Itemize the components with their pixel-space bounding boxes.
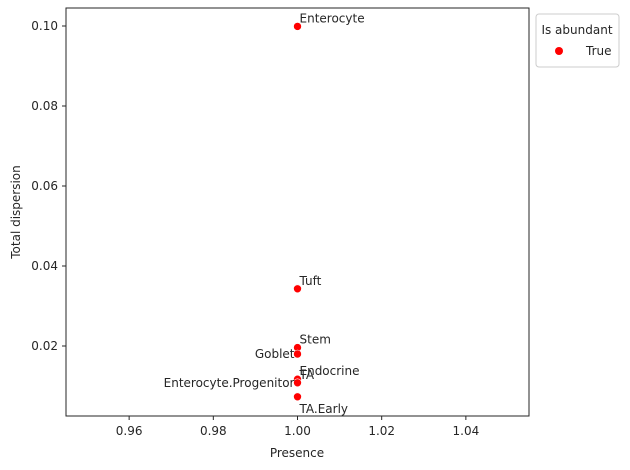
data-point <box>293 349 302 359</box>
y-tick-label: 0.08 <box>31 99 58 113</box>
point-label: Tuft <box>299 274 322 288</box>
point-label: Endocrine <box>300 364 360 378</box>
x-tick-label: 1.04 <box>453 424 480 438</box>
data-point <box>293 284 302 294</box>
legend-title: Is abundant <box>541 23 612 37</box>
y-axis-label: Total dispersion <box>9 165 23 260</box>
legend-entry-label: True <box>585 44 612 58</box>
y-axis-ticks: 0.02 0.04 0.06 0.08 0.10 <box>31 19 66 353</box>
y-tick-label: 0.02 <box>31 339 58 353</box>
y-tick-label: 0.10 <box>31 19 58 33</box>
data-points <box>293 22 302 402</box>
point-label: Goblet <box>255 347 295 361</box>
x-tick-label: 0.96 <box>116 424 143 438</box>
data-point <box>293 392 302 402</box>
x-tick-label: 1.02 <box>368 424 395 438</box>
x-tick-label: 0.98 <box>200 424 227 438</box>
legend: Is abundant True <box>535 13 620 68</box>
y-tick-label: 0.04 <box>31 259 58 273</box>
data-point <box>293 378 302 388</box>
point-label: Enterocyte <box>300 11 365 25</box>
legend-marker <box>555 47 563 55</box>
legend-box <box>535 13 620 68</box>
point-label: Stem <box>300 333 331 347</box>
data-point <box>293 22 302 31</box>
x-axis-ticks: 0.96 0.98 1.00 1.02 1.04 <box>116 416 479 438</box>
x-tick-label: 1.00 <box>284 424 311 438</box>
x-axis-label: Presence <box>270 446 324 460</box>
point-label: TA.Early <box>299 402 349 416</box>
y-tick-label: 0.06 <box>31 179 58 193</box>
point-label: TA <box>299 368 315 382</box>
point-label: Enterocyte.Progenitor <box>164 376 295 390</box>
